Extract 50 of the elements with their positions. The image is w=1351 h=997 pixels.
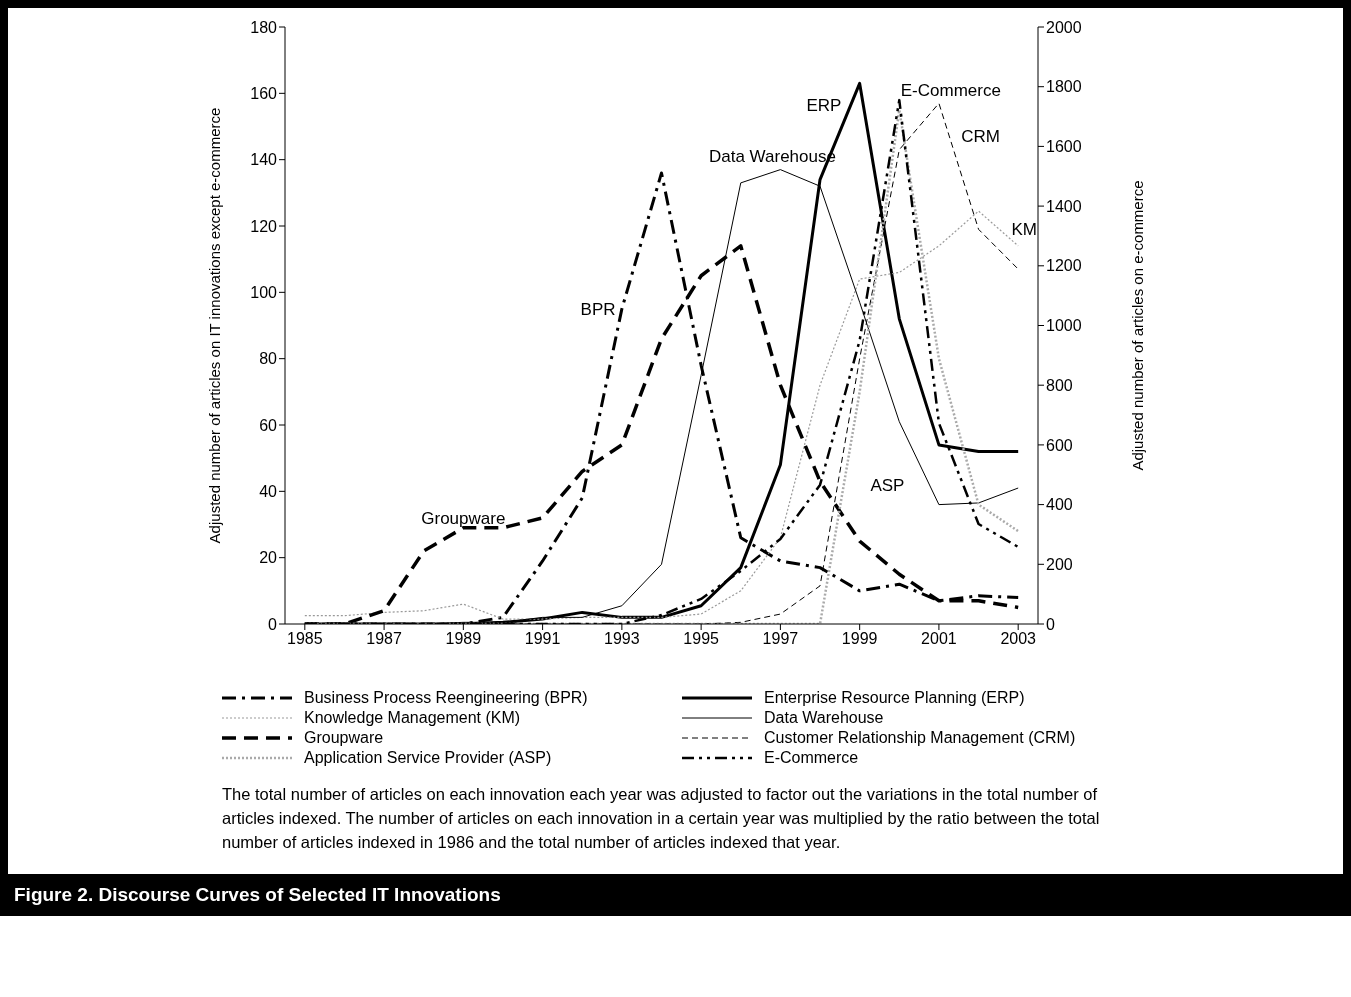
y-tick-label: 40 [259,483,278,501]
y-axis-title: Adjusted number of articles on IT innovations except e-commerce [206,107,224,544]
y-tick-label: 180 [250,18,278,36]
legend-label: E-Commerce [764,749,859,767]
legend-label: Business Process Reengineering (BPR) [304,689,588,707]
y-tick-label: 120 [250,217,278,235]
y-tick-label: 160 [250,85,278,103]
y-tick-label: 20 [259,549,278,567]
y2-tick-label: 1000 [1046,317,1082,335]
x-tick-label: 1995 [683,630,720,647]
y2-tick-label: 1600 [1046,138,1082,156]
legend-label: Customer Relationship Management (CRM) [764,729,1076,747]
text: Figure 2. Discourse Curves of Selected IT Innovations [8,874,1343,916]
x-tick-label: 1985 [287,630,323,647]
x-tick-label: 2001 [921,630,957,647]
annotation: ASP [870,475,905,495]
legend-label: Data Warehouse [764,709,884,727]
x-tick-label: 1993 [604,630,640,647]
y-tick-label: 80 [259,350,278,368]
legend-label: Enterprise Resource Planning (ERP) [764,689,1025,707]
x-tick-label: 1999 [841,630,878,647]
y2-tick-label: 200 [1046,555,1073,573]
annotation: Groupware [421,508,506,528]
y2-tick-label: 400 [1046,496,1073,514]
y2-tick-label: 2000 [1046,18,1082,36]
legend-label: Knowledge Management (KM) [304,709,521,727]
annotation: ERP [806,95,842,115]
y2-tick-label: 600 [1046,436,1073,454]
y2-tick-label: 1400 [1046,197,1082,215]
y-tick-label: 100 [250,284,278,302]
x-tick-label: 1997 [762,630,799,647]
x-tick-label: 1989 [445,630,482,647]
y2-tick-label: 0 [1046,615,1055,633]
legend-label: Groupware [304,729,384,747]
x-tick-label: 2003 [1000,630,1037,647]
x-tick-label: 1987 [366,630,402,647]
text: The total number of articles on each innovation each year was adjusted to factor out the variations in the total number of articles indexed. The number of articles on each innovation in a certain year was multiplied by the ratio between the total number of articles indexed in 1986 and the total number of articles indexed that year. [222,784,1101,853]
y2-tick-label: 800 [1046,376,1073,394]
annotation: CRM [961,127,1000,147]
y-tick-label: 60 [259,416,278,434]
y2-axis-title: Adjusted number of articles on e-commerce [1129,180,1147,471]
annotation: KM [1011,220,1037,240]
y2-tick-label: 1800 [1046,78,1082,96]
annotation: E-Commerce [900,81,1001,101]
y2-tick-label: 1200 [1046,257,1082,275]
x-tick-label: 1991 [524,630,561,647]
y-tick-label: 0 [268,615,278,633]
legend-label: Application Service Provider (ASP) [304,749,552,767]
annotation: BPR [580,299,616,319]
y-tick-label: 140 [250,151,278,169]
